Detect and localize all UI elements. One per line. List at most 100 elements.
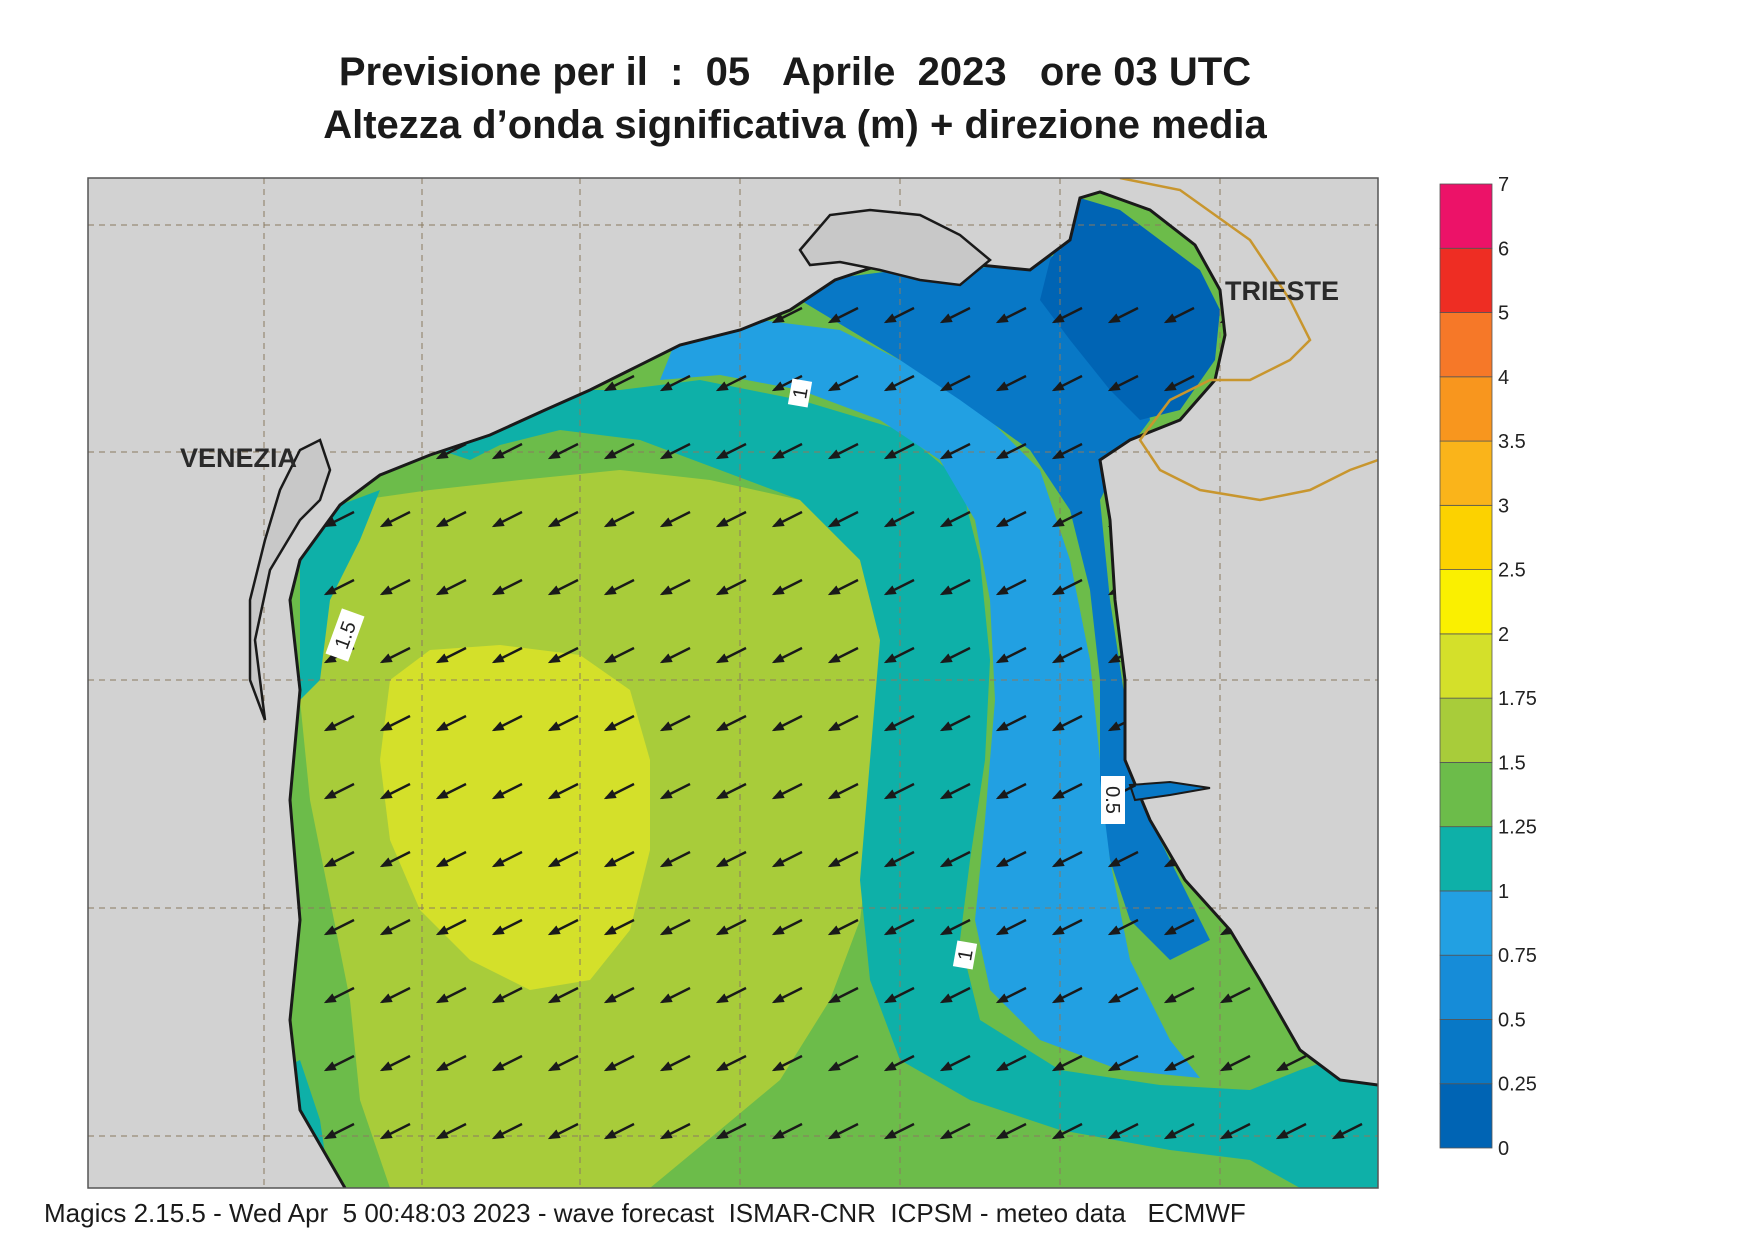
direction-arrow	[1107, 918, 1139, 936]
legend-label: 2.5	[1498, 560, 1526, 582]
direction-arrow	[995, 714, 1027, 732]
direction-arrow	[883, 510, 915, 528]
direction-arrow	[939, 986, 971, 1004]
direction-arrow	[1219, 1054, 1251, 1072]
direction-arrow	[1051, 374, 1083, 392]
direction-arrow	[547, 510, 579, 528]
direction-arrow	[491, 1122, 523, 1140]
direction-arrow	[771, 374, 803, 392]
direction-arrow	[1331, 1122, 1363, 1140]
direction-arrow	[827, 374, 859, 392]
direction-arrow	[379, 918, 411, 936]
direction-arrow	[939, 646, 971, 664]
direction-arrow	[995, 578, 1027, 596]
direction-arrow	[379, 578, 411, 596]
direction-arrow	[715, 1122, 747, 1140]
direction-arrow	[771, 442, 803, 460]
coastline	[288, 190, 1378, 1188]
direction-arrow	[1051, 442, 1083, 460]
grado-lagoon	[798, 208, 992, 287]
direction-arrow	[379, 986, 411, 1004]
label-venezia: VENEZIA	[180, 443, 297, 473]
direction-arrow	[603, 850, 635, 868]
direction-arrow	[1051, 714, 1083, 732]
direction-arrow	[995, 1054, 1027, 1072]
direction-arrow	[883, 1054, 915, 1072]
legend-label: 0.75	[1498, 945, 1537, 967]
direction-arrow	[939, 850, 971, 868]
direction-arrow	[1051, 306, 1083, 324]
direction-arrow	[827, 1122, 859, 1140]
direction-arrow	[491, 782, 523, 800]
legend-label: 1.5	[1498, 752, 1526, 774]
direction-arrow	[1107, 374, 1139, 392]
legend-label: 2	[1498, 624, 1509, 646]
direction-arrow	[323, 986, 355, 1004]
direction-arrow	[1051, 850, 1083, 868]
direction-arrow	[771, 918, 803, 936]
wave-height-field	[290, 192, 1378, 1188]
direction-arrow	[1275, 1122, 1307, 1140]
direction-arrow	[827, 782, 859, 800]
legend-swatch	[1439, 312, 1493, 378]
direction-arrow	[1051, 782, 1083, 800]
direction-arrow	[379, 1122, 411, 1140]
direction-arrow	[603, 1122, 635, 1140]
direction-arrow	[659, 850, 691, 868]
direction-arrow	[827, 510, 859, 528]
direction-arrow	[1163, 1122, 1195, 1140]
direction-arrow	[995, 986, 1027, 1004]
direction-arrow	[603, 578, 635, 596]
legend-swatch	[1439, 183, 1493, 249]
direction-arrow	[715, 510, 747, 528]
venice-lagoon	[248, 438, 332, 721]
direction-arrow	[659, 510, 691, 528]
direction-arrow	[715, 782, 747, 800]
direction-arrow	[323, 782, 355, 800]
direction-arrow	[939, 1122, 971, 1140]
direction-arrow	[715, 918, 747, 936]
legend-label: 6	[1498, 238, 1509, 260]
legend-label: 7	[1498, 174, 1509, 196]
national-border	[1119, 178, 1378, 502]
direction-arrow	[883, 374, 915, 392]
direction-arrow	[715, 374, 747, 392]
direction-arrow	[715, 646, 747, 664]
direction-arrow	[603, 510, 635, 528]
legend-swatch	[1439, 826, 1493, 892]
direction-arrow	[995, 442, 1027, 460]
direction-arrow	[939, 714, 971, 732]
direction-arrow	[1051, 986, 1083, 1004]
direction-arrow	[491, 986, 523, 1004]
direction-arrow	[659, 1054, 691, 1072]
direction-arrow	[715, 986, 747, 1004]
direction-arrow	[435, 850, 467, 868]
legend-swatch	[1439, 762, 1493, 828]
direction-arrow	[435, 646, 467, 664]
direction-arrow	[323, 714, 355, 732]
direction-arrow	[547, 1054, 579, 1072]
direction-arrow	[603, 374, 635, 392]
direction-arrow	[547, 986, 579, 1004]
direction-arrow	[547, 1122, 579, 1140]
direction-arrow	[715, 1054, 747, 1072]
direction-arrow	[995, 306, 1027, 324]
direction-arrow	[771, 986, 803, 1004]
direction-arrow	[1163, 306, 1195, 324]
direction-arrow	[491, 646, 523, 664]
direction-arrow	[603, 782, 635, 800]
direction-arrow	[1163, 986, 1195, 1004]
legend-label: 3.5	[1498, 431, 1526, 453]
svg-text:0.5: 0.5	[1101, 786, 1123, 814]
svg-text:1: 1	[954, 948, 978, 963]
direction-arrow	[435, 782, 467, 800]
direction-arrow	[603, 918, 635, 936]
direction-arrow	[1275, 1054, 1307, 1072]
direction-arrow	[435, 1054, 467, 1072]
direction-arrow	[939, 1054, 971, 1072]
direction-arrow	[827, 646, 859, 664]
direction-arrow	[771, 578, 803, 596]
direction-arrow	[379, 850, 411, 868]
direction-arrow	[547, 442, 579, 460]
direction-arrow	[1051, 1054, 1083, 1072]
